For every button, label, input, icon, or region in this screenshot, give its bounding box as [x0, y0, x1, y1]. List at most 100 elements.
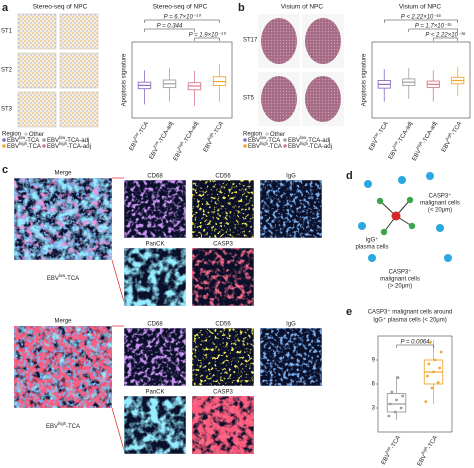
group-label-rest: -TCA: [451, 121, 463, 136]
legend-label-base: EBV: [7, 144, 19, 150]
group-label-base: EBV: [128, 138, 139, 151]
blue-cell: [364, 180, 372, 188]
group-label-sup: low: [152, 139, 160, 148]
blue-label: CASP3⁺: [389, 269, 412, 276]
condition-label-base: EBV: [46, 424, 58, 430]
condition-label-base: EBV: [47, 276, 59, 282]
legend-swatch: [243, 138, 247, 142]
legend-label-rest: -TCA: [25, 138, 39, 144]
chart-title: IgG⁺ plasma cells (< 20μm): [373, 317, 446, 324]
legend-label-rest: -TCA: [27, 144, 41, 150]
legend-label-rest: -TCA-adj: [306, 138, 330, 144]
legend-label-rest: -TCA: [266, 138, 280, 144]
spatial-map: [17, 13, 57, 50]
group-label-base: EBV: [202, 140, 213, 153]
y-tick-label: 6: [372, 382, 376, 388]
data-point: [399, 406, 403, 410]
group-label: EBVlow-TCA: [365, 119, 389, 151]
condition-label-rest: -TCA: [65, 276, 79, 282]
group-label-base: EBV: [387, 147, 398, 160]
legend-label-base: EBV: [47, 144, 59, 150]
panel-label: c: [2, 164, 8, 176]
green-cell: [406, 196, 414, 204]
box-title: Stereo-seq of NPC: [153, 4, 208, 11]
group-label-base: EBV: [441, 140, 452, 153]
blue-label: (> 20μm): [388, 284, 412, 290]
channel-image-layer: [192, 248, 254, 306]
legend-label-sup: high: [59, 141, 68, 146]
group-label-base: EBV: [172, 148, 183, 161]
bracket: [384, 19, 458, 23]
spatial-map: [17, 91, 57, 128]
channel-image-layer: [260, 328, 322, 386]
legend-label-base: Other: [29, 132, 44, 138]
tissue-section: [305, 76, 341, 122]
legend-label-sup: high: [260, 141, 269, 146]
blue-cell: [444, 254, 452, 262]
group-label: EBVlow-TCA: [126, 119, 150, 151]
box-title: Visium of NPC: [399, 4, 441, 11]
group-label-base: EBV: [368, 138, 379, 151]
group-label-rest: -TCA: [389, 435, 401, 450]
group-label-sup: low: [371, 131, 379, 140]
legend-swatch: [24, 132, 28, 136]
row-label: ST17: [243, 38, 258, 44]
legend-label-sup: low: [59, 135, 66, 140]
spatial-map: [17, 52, 57, 89]
bracket: [433, 37, 458, 41]
p-value: P = 6.7×10⁻¹⁰: [164, 14, 202, 21]
condition-label-rest: -TCA: [66, 424, 80, 430]
p-value: P = 1.7×10⁻¹⁵: [415, 23, 452, 30]
bracket: [144, 19, 220, 23]
data-point: [438, 366, 442, 370]
data-point: [430, 386, 434, 390]
channel-label: IgG: [286, 322, 296, 328]
red-cell: [391, 211, 401, 221]
group-label: EBVhigh-TCA-adj: [409, 119, 439, 162]
bracket: [194, 37, 220, 41]
legend-swatch: [283, 138, 287, 142]
legend-title: Region: [2, 132, 21, 138]
channel-image-layer: [192, 396, 254, 454]
legend-swatch: [42, 138, 46, 142]
group-label: EBVhigh-TCA-adj: [170, 119, 200, 162]
merge-label: Merge: [54, 319, 72, 325]
panel-label: d: [346, 170, 353, 182]
bracket: [144, 28, 195, 32]
blue-cell: [436, 224, 444, 232]
green-cell: [408, 222, 416, 230]
chart-title: CASP3⁺ malignant cells around: [368, 309, 453, 316]
group-label: EBVhigh-TCA: [414, 433, 439, 467]
group-label-base: EBV: [148, 147, 159, 160]
condition-label-sup: low: [59, 273, 66, 278]
group-label-rest: -TCA: [426, 435, 438, 450]
channel-label: CASP3: [213, 242, 233, 248]
maps-title: Visium of NPC: [281, 4, 323, 11]
group-label-rest: -TCA: [212, 121, 224, 136]
group-label-sup: high: [206, 131, 215, 141]
channel-image-layer: [124, 248, 186, 306]
legend-label-base: EBV: [248, 138, 260, 144]
group-label-sup: high: [176, 140, 185, 150]
group-label-rest: -TCA-adj: [182, 121, 199, 145]
data-point: [432, 370, 435, 374]
legend-label: EBVlow-TCA-adj: [47, 135, 89, 144]
group-label-sup: low: [384, 445, 392, 454]
channel-label: CD68: [147, 174, 163, 180]
legend-label: EBVlow-TCA: [7, 135, 39, 144]
legend-swatch: [265, 132, 269, 136]
y-tick-label: 3: [372, 406, 376, 412]
channel-label: CD56: [215, 174, 231, 180]
legend-label-sup: low: [260, 135, 267, 140]
bracket: [408, 28, 458, 32]
merge-image-layer: [14, 178, 112, 260]
legend-label-rest: -TCA: [268, 144, 282, 150]
blue-cell: [358, 222, 366, 230]
channel-label: CASP3: [213, 390, 233, 396]
legend-label: EBVhigh-TCA: [248, 141, 282, 150]
p-value: P < 2.22×10⁻¹⁶: [401, 14, 442, 21]
legend-label-sup: high: [300, 141, 309, 146]
green-label: (< 20μm): [428, 208, 452, 214]
group-label-sup: high: [415, 140, 424, 150]
